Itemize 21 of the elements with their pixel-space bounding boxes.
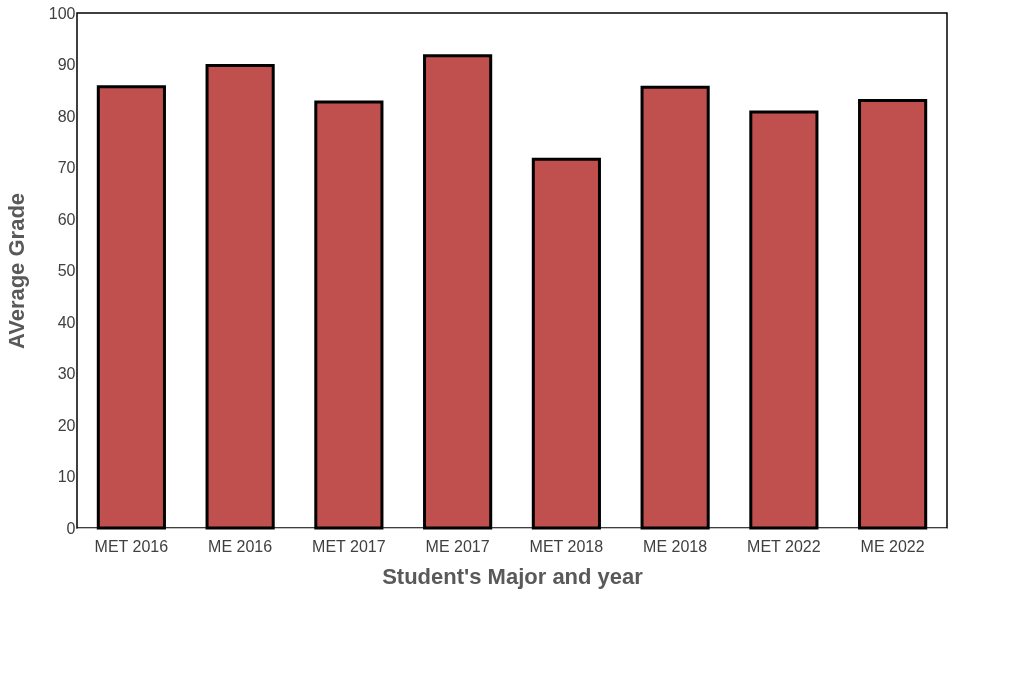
x-tick-label: ME 2017 [425,537,490,555]
y-tick-label: 20 [57,416,76,434]
x-tick-label: MET 2016 [94,537,169,555]
y-tick-label: 80 [57,107,76,125]
y-tick-label: 0 [66,519,76,537]
x-tick-label: MET 2017 [312,537,386,555]
x-axis-title: Student's Major and year [382,563,644,589]
y-tick-label: 60 [57,210,76,228]
x-tick-label: ME 2018 [643,537,708,555]
y-tick-label: 70 [57,159,76,176]
y-tick-label: 90 [57,56,76,73]
x-tick-label: ME 2022 [860,537,925,555]
x-tick-label: MET 2018 [529,537,604,555]
y-tick-label: 40 [57,313,76,331]
y-tick-label: 10 [57,468,76,485]
y-axis-title: AVerage Grade [3,192,29,350]
y-tick-label: 50 [57,262,76,279]
x-tick-label: ME 2016 [208,537,273,555]
y-tick-label: 100 [48,4,76,22]
x-tick-label: MET 2022 [747,537,821,555]
y-tick-label: 30 [57,365,76,382]
